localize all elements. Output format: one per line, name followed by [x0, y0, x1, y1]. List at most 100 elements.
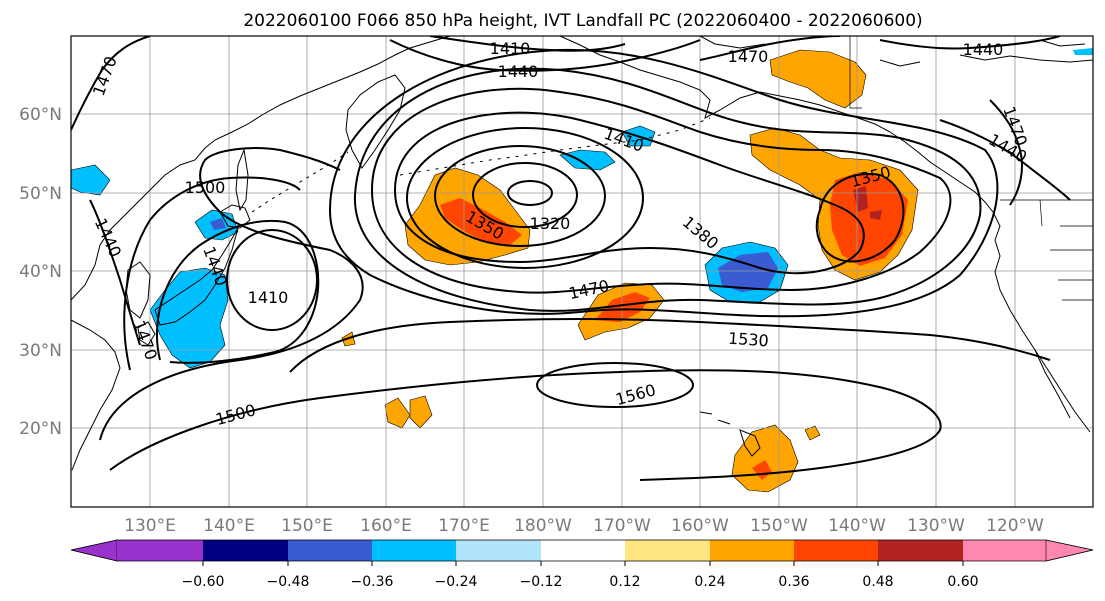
lon-label: 130°E: [124, 516, 176, 536]
contour-1560: [536, 362, 694, 408]
lon-label: 150°E: [281, 516, 333, 536]
colorbar-outline: [70, 539, 1094, 562]
lon-label: 170°W: [593, 516, 651, 536]
colorbar-tick-labels: −0.60 −0.48 −0.36 −0.24 −0.12 0.12 0.24 …: [182, 574, 979, 590]
colorbar-tick-label: −0.48: [267, 574, 310, 590]
contour-1410-japan: [226, 229, 318, 331]
colorbar-tick-label: −0.60: [182, 574, 225, 590]
coast-asia-mainland: [71, 36, 451, 301]
coast-china-korea: [71, 319, 121, 471]
pos-region-hawaii-core: [752, 460, 772, 480]
coast-hawaii: [699, 411, 761, 457]
pos-region-small-4: [804, 425, 821, 441]
gridlines: [71, 36, 1093, 507]
contour-label: 1500: [185, 178, 226, 197]
coast-sakhalin: [235, 148, 249, 212]
map-panel: 1410 1440 1470 1440 1470 1410 1440 1470 …: [70, 35, 1094, 508]
coast-japan-hokkaido: [219, 204, 251, 229]
neg-region-central-east-core: [718, 252, 778, 292]
lon-label: 130°W: [907, 516, 965, 536]
contour-1470-japan: [123, 176, 301, 371]
colorbar-bin: [625, 540, 710, 561]
coast-kurils: [251, 151, 349, 213]
contour-1470-ne: [699, 36, 841, 61]
coastlines: [71, 36, 1093, 471]
neg-region-aleutian: [559, 149, 616, 171]
contour-1440-japan: [156, 219, 320, 364]
coast-arctic-islands: [699, 36, 1093, 67]
contour-1440-ne: [879, 36, 1061, 50]
neg-region-ne-corner: [1073, 48, 1093, 55]
neg-region-japan: [149, 267, 229, 369]
contour-1380-inner: [434, 145, 606, 247]
map-frame: [70, 35, 1094, 508]
colorbar-ticks: [202, 561, 964, 566]
colorbar-extend-min: [70, 539, 118, 562]
contour-1500-main: [99, 147, 364, 441]
colorbar-tick-label: 0.24: [694, 574, 725, 590]
contour-1440-west: [89, 199, 141, 346]
lon-label: 160°W: [671, 516, 729, 536]
contour-1440-main: [353, 67, 982, 312]
colorbar: −0.60 −0.48 −0.36 −0.24 −0.12 0.12 0.24 …: [70, 539, 1094, 590]
colorbar-bin: [878, 540, 963, 561]
colorbar-bin: [963, 540, 1046, 561]
contour-1530: [289, 318, 1051, 373]
lon-label: 120°W: [986, 516, 1044, 536]
contour-1470-west: [71, 36, 151, 131]
pos-region-gulf-alaska-max: [853, 186, 882, 220]
colorbar-bin: [117, 540, 203, 561]
colorbar-bin: [203, 540, 288, 561]
colorbar-tick-label: −0.24: [435, 574, 478, 590]
colorbar-extend-max: [1045, 539, 1094, 562]
coast-canada-border: [849, 36, 1093, 301]
colorbar-tick-label: −0.36: [351, 574, 394, 590]
lon-label: 180°W: [514, 516, 572, 536]
contour-1470-east: [989, 99, 1023, 206]
ivt-shading: [71, 48, 1093, 493]
coast-aleutians: [399, 117, 711, 176]
lat-label: 20°N: [19, 419, 62, 439]
pos-region-gulf-alaska-core: [830, 172, 908, 266]
colorbar-bin: [541, 540, 625, 561]
contour-1320: [507, 180, 553, 206]
lat-label: 50°N: [19, 184, 62, 204]
lat-label: 60°N: [19, 105, 62, 125]
contour-label: 1410: [490, 39, 531, 58]
pos-region-small-1: [384, 397, 411, 429]
contour-label: 1530: [727, 329, 769, 351]
pos-region-central-pacific-core: [595, 292, 650, 322]
colorbar-tick-label: 0.48: [862, 574, 893, 590]
contour-label: 1440: [963, 40, 1004, 59]
contour-1410-main: [370, 87, 952, 294]
coast-japan-honshu: [154, 227, 239, 326]
contour-label: 1470: [728, 47, 769, 66]
contour-label: 1440: [498, 62, 539, 81]
coast-kamchatka: [345, 74, 406, 169]
contour-1410-north: [429, 36, 626, 52]
coast-canada-west: [992, 211, 1091, 433]
lat-label: 30°N: [19, 341, 62, 361]
neg-region-west-edge: [71, 164, 111, 196]
height-contours: [71, 36, 1071, 481]
colorbar-bin: [710, 540, 794, 561]
figure-title: 2022060100 F066 850 hPa height, IVT Land…: [243, 11, 922, 31]
contour-1380: [393, 111, 865, 275]
lon-label: 160°E: [360, 516, 412, 536]
lon-label: 170°E: [438, 516, 490, 536]
pos-region-nw-pacific-low-core: [440, 198, 522, 245]
colorbar-bin: [794, 540, 878, 561]
contour-1440-north: [389, 39, 701, 72]
contour-label: 1410: [248, 288, 289, 307]
colorbar-tick-label: 0.60: [947, 574, 978, 590]
lat-labels: 60°N 50°N 40°N 30°N 20°N: [19, 105, 62, 439]
coast-japan-kyushu: [137, 321, 156, 346]
contour-1350-east: [815, 173, 905, 263]
contour-ring-1: [406, 127, 644, 269]
contour-1500-south: [109, 369, 942, 481]
coast-alaska: [559, 36, 994, 213]
colorbar-tick-label: 0.36: [778, 574, 809, 590]
colorbar-tick-label: −0.12: [520, 574, 563, 590]
lat-label: 40°N: [19, 262, 62, 282]
